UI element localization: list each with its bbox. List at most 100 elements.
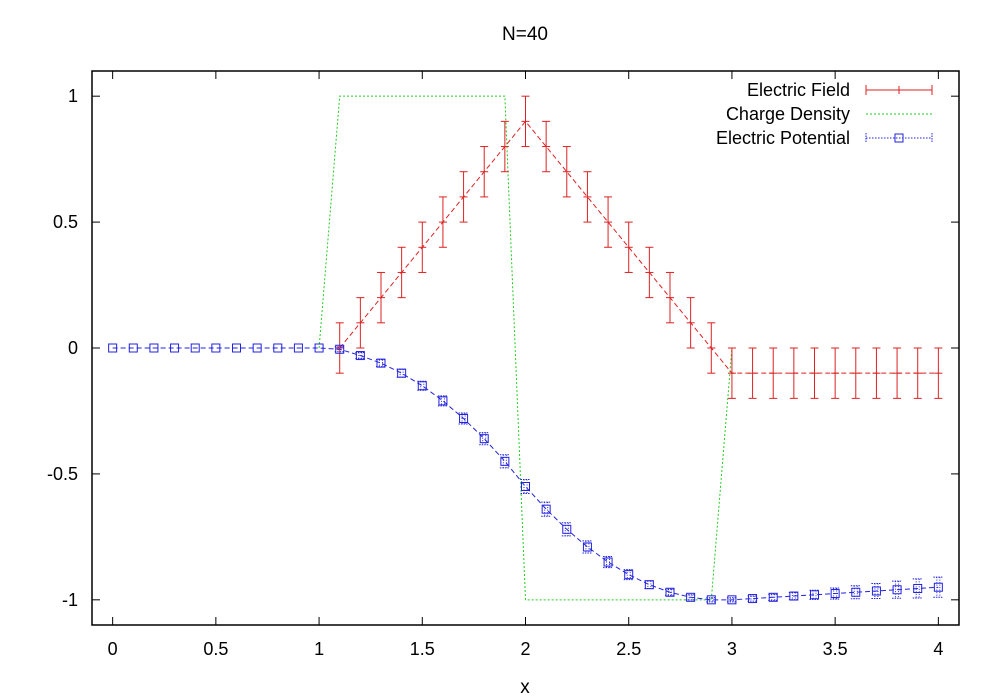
electric-field-point (397, 246, 406, 299)
electric-potential-point (479, 432, 490, 446)
square-marker (541, 504, 551, 514)
electric-potential-point (933, 576, 944, 598)
electric-field-point (851, 347, 860, 399)
electric-potential-point (417, 380, 428, 391)
square-marker (644, 580, 654, 590)
electric-field-point (356, 297, 365, 349)
square-marker (892, 585, 902, 595)
charge-density-line (318, 95, 733, 601)
electric-field-point (769, 347, 778, 399)
x-tick-label: 1.5 (410, 639, 435, 659)
chart-title: N=40 (502, 24, 548, 45)
square-marker (128, 343, 138, 353)
electric-field-point (562, 146, 571, 198)
square-marker (830, 589, 840, 599)
x-tick-label: 3.5 (823, 639, 848, 659)
axes-ticks: 0 0.5 1 1.5 2 2.5 3 3.5 4 -1 -0.5 0 0.5 1 (47, 71, 959, 659)
square-marker (459, 414, 469, 424)
electric-potential-point (334, 344, 345, 354)
x-tick-label: 3 (727, 639, 737, 659)
electric-potential-point (314, 343, 324, 353)
electric-field-point (500, 120, 509, 173)
y-tick-label: 1 (68, 86, 78, 106)
square-marker (933, 582, 943, 592)
square-marker (500, 456, 510, 466)
y-tick-label: -0.5 (47, 464, 78, 484)
y-tick-label: -1 (62, 590, 78, 610)
electric-potential-point (768, 592, 779, 602)
electric-field-point (480, 146, 489, 198)
electric-potential-point (644, 580, 655, 590)
electric-potential-point (788, 591, 799, 601)
electric-field-line (339, 120, 939, 374)
electric-field-point (604, 196, 613, 248)
electric-field-point (438, 196, 447, 248)
square-marker (603, 557, 613, 567)
electric-field-point (418, 221, 427, 273)
electric-field-point (459, 171, 468, 223)
electric-potential-point (170, 343, 180, 353)
square-marker (479, 434, 489, 444)
square-marker (624, 570, 634, 580)
electric-potential-point (252, 343, 262, 353)
square-marker (789, 591, 799, 601)
legend-swatch-marker (894, 133, 904, 143)
x-tick-label: 2.5 (616, 639, 641, 659)
legend-entry: Charge Density (726, 104, 932, 124)
legend-label: Electric Potential (716, 128, 850, 148)
electric-potential-point (211, 343, 221, 353)
electric-potential-point (355, 351, 366, 361)
square-marker (438, 396, 448, 406)
electric-field-point (624, 221, 633, 273)
legend-label: Charge Density (726, 104, 850, 124)
electric-potential-point (623, 569, 634, 581)
square-marker (871, 586, 881, 596)
electric-potential-point (830, 587, 841, 600)
electric-potential-point (892, 580, 903, 599)
electric-potential-point (561, 522, 572, 537)
square-marker (810, 590, 819, 600)
electric-field-point (934, 347, 943, 399)
electric-potential-point (726, 595, 737, 605)
x-tick-label: 1 (314, 639, 324, 659)
legend-entry: Electric Field (747, 80, 933, 100)
electric-potential-point (685, 592, 696, 602)
electric-field-point (707, 322, 716, 374)
electric-field-point (335, 322, 344, 374)
electric-field-point (583, 171, 592, 223)
x-tick-label: 0 (108, 639, 118, 659)
electric-potential-point (273, 343, 283, 353)
electric-potential-point (437, 395, 448, 407)
x-tick-label: 0.5 (203, 639, 228, 659)
square-marker (273, 343, 283, 353)
square-marker (665, 587, 675, 597)
electric-field-point (831, 347, 840, 399)
electric-field-point (645, 246, 654, 299)
electric-potential-point (128, 343, 138, 353)
square-marker (335, 344, 345, 354)
legend: Electric Field Charge Density Electric Pot… (716, 80, 933, 148)
electric-potential-point (520, 478, 531, 495)
square-marker (314, 343, 324, 353)
electric-field-point (686, 297, 695, 349)
square-marker (376, 358, 386, 368)
electric-potential-point (809, 589, 820, 600)
electric-potential-point (541, 501, 552, 517)
electric-potential-point (747, 594, 758, 604)
electric-field-point (913, 347, 922, 399)
electric-field-point (872, 347, 881, 399)
square-marker (170, 343, 180, 353)
plot-frame (91, 70, 960, 626)
electric-field-point (810, 347, 819, 399)
electric-potential-point (850, 585, 861, 600)
electric-potential-point (706, 595, 717, 605)
square-marker (108, 343, 118, 353)
square-marker (355, 351, 365, 361)
square-marker (190, 343, 200, 353)
electric-field-point (727, 347, 736, 399)
electric-potential-point (232, 343, 241, 353)
electric-potential-line (112, 347, 939, 601)
square-marker (562, 524, 572, 534)
electric-field-point (789, 347, 798, 399)
square-marker (768, 592, 778, 602)
